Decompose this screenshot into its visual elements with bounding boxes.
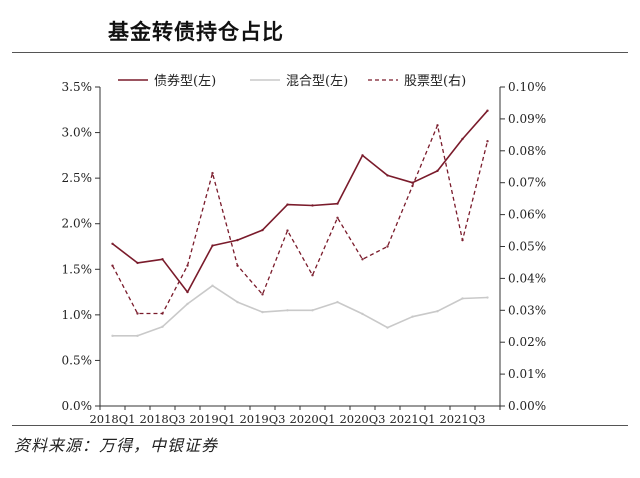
y-left-tick-label: 2.0%: [62, 217, 93, 231]
data-point: [211, 171, 214, 175]
data-point: [186, 302, 189, 306]
data-point: [236, 238, 239, 242]
y-right-tick-label: 0.09%: [508, 112, 546, 126]
y-left-tick-label: 1.0%: [62, 308, 93, 322]
legend-label: 股票型(右): [404, 74, 466, 89]
x-tick-label: 2018Q1: [89, 412, 135, 426]
data-point: [411, 315, 414, 318]
legend-label: 债券型(左): [154, 73, 216, 89]
data-point: [286, 229, 289, 232]
series-line-solid: [112, 110, 489, 293]
y-right-tick-label: 0.07%: [508, 176, 546, 190]
data-point: [386, 245, 389, 248]
y-left-tick-label: 0.5%: [62, 353, 93, 367]
x-tick-label: 2020Q1: [289, 412, 335, 426]
page-title: 基金转债持仓占比: [108, 20, 284, 44]
title-divider: [12, 52, 628, 53]
data-point: [486, 296, 489, 299]
x-tick-label: 2018Q3: [139, 412, 185, 426]
data-point: [436, 169, 439, 173]
data-point: [336, 202, 339, 205]
y-right-tick-label: 0.08%: [508, 144, 546, 158]
data-point: [411, 184, 414, 188]
chart-legend: 债券型(左) 混合型(左) 股票型(右): [118, 73, 466, 89]
data-point: [161, 258, 164, 261]
y-right-tick-label: 0.06%: [508, 208, 546, 222]
data-point: [386, 326, 389, 329]
data-point: [436, 310, 439, 313]
data-point: [336, 216, 339, 219]
data-point: [111, 264, 114, 267]
source-note: 资料来源：万得，中银证券: [14, 436, 219, 455]
data-point: [361, 154, 364, 157]
data-point: [136, 334, 139, 338]
data-point: [436, 124, 439, 127]
data-point: [261, 228, 264, 232]
data-point: [136, 312, 139, 315]
source-divider: [12, 425, 628, 426]
chart-series: [111, 109, 489, 338]
y-right-tick-label: 0.01%: [508, 367, 546, 381]
chart-axes: 0.0% 0.5% 1.0% 1.5% 2.0% 2.5% 3.0% 3.5% 0.00% 0.0…: [62, 80, 547, 426]
data-point: [486, 140, 489, 143]
y-right-tick-label: 0.05%: [508, 240, 546, 254]
data-point: [211, 244, 214, 247]
data-point: [311, 274, 314, 277]
data-point: [111, 242, 114, 245]
data-point: [186, 264, 189, 267]
data-point: [136, 261, 139, 265]
data-point: [161, 312, 164, 315]
data-point: [111, 334, 114, 338]
legend-label: 混合型(左): [286, 74, 348, 89]
y-left-tick-label: 3.0%: [62, 126, 93, 140]
data-point: [186, 290, 189, 294]
y-left-tick-label: 1.5%: [62, 262, 93, 276]
x-tick-label: 2019Q3: [239, 412, 285, 426]
x-tick-label: 2021Q1: [389, 412, 435, 426]
data-point: [236, 264, 239, 267]
data-point: [361, 312, 364, 316]
series-line-dashed: [111, 124, 489, 315]
x-tick-label: 2021Q3: [439, 412, 485, 426]
data-point: [236, 300, 239, 304]
data-point: [261, 310, 264, 314]
y-right-tick-label: 0.02%: [508, 335, 546, 349]
data-point: [411, 181, 414, 184]
data-point: [211, 284, 214, 287]
data-point: [461, 137, 464, 141]
data-point: [461, 297, 464, 300]
data-point: [461, 238, 464, 242]
data-point: [386, 174, 389, 177]
data-point: [486, 109, 489, 112]
y-right-tick-label: 0.04%: [508, 271, 546, 285]
x-tick-label: 2019Q1: [189, 412, 235, 426]
series-line-light: [112, 284, 488, 337]
data-point: [286, 309, 289, 312]
y-right-tick-label: 0.03%: [508, 303, 546, 317]
x-tick-label: 2020Q3: [339, 412, 385, 426]
data-point: [286, 203, 289, 206]
data-point: [311, 204, 314, 207]
data-point: [311, 309, 314, 312]
data-point: [261, 293, 264, 296]
y-right-tick-label: 0.00%: [508, 399, 546, 413]
y-right-tick-label: 0.10%: [508, 80, 546, 94]
data-point: [336, 300, 339, 304]
data-point: [361, 258, 364, 261]
y-left-tick-label: 0.0%: [62, 399, 93, 413]
y-left-tick-label: 2.5%: [62, 171, 93, 185]
data-point: [161, 325, 164, 328]
y-left-tick-label: 3.5%: [62, 80, 93, 94]
